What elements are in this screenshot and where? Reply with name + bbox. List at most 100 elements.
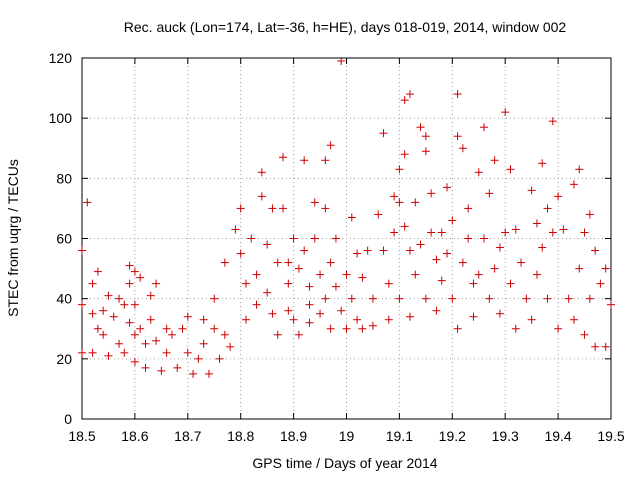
data-point (517, 258, 526, 267)
data-point (289, 315, 298, 324)
data-point (125, 261, 134, 270)
data-point (284, 258, 293, 267)
data-point (189, 369, 198, 378)
data-point (485, 189, 494, 198)
grid-lines (82, 58, 611, 419)
data-point (448, 216, 457, 225)
data-point (575, 264, 584, 273)
data-point (469, 279, 478, 288)
data-point (300, 246, 309, 255)
data-point (152, 336, 161, 345)
data-point (395, 294, 404, 303)
data-point (241, 315, 250, 324)
data-point (395, 198, 404, 207)
data-point (115, 294, 124, 303)
data-point (591, 246, 600, 255)
data-point (506, 279, 515, 288)
data-point (130, 357, 139, 366)
data-point (263, 288, 272, 297)
data-point (443, 183, 452, 192)
data-point (543, 294, 552, 303)
data-point (252, 300, 261, 309)
data-point (564, 294, 573, 303)
data-point (78, 300, 86, 309)
data-point (453, 324, 462, 333)
data-point (305, 318, 314, 327)
data-point (485, 294, 494, 303)
data-point (342, 324, 351, 333)
data-point (453, 132, 462, 141)
data-point (384, 279, 393, 288)
data-point (379, 129, 388, 138)
data-point (532, 270, 541, 279)
data-point (464, 234, 473, 243)
data-point (363, 246, 372, 255)
data-point (279, 153, 288, 162)
data-point (136, 324, 145, 333)
data-point (284, 279, 293, 288)
data-point (167, 330, 176, 339)
y-tick-label: 120 (49, 50, 73, 66)
data-point (326, 141, 335, 150)
data-point (416, 240, 425, 249)
data-points (78, 57, 615, 378)
data-point (427, 228, 436, 237)
data-point (120, 348, 129, 357)
data-point (405, 246, 414, 255)
data-point (400, 150, 409, 159)
data-point (88, 348, 97, 357)
data-point (495, 309, 504, 318)
y-axis-label: STEC from uqrg / TECUs (5, 159, 21, 317)
data-point (83, 198, 92, 207)
data-point (210, 294, 219, 303)
data-point (120, 300, 129, 309)
chart-title: Rec. auck (Lon=174, Lat=-36, h=HE), days… (124, 19, 567, 35)
data-point (384, 315, 393, 324)
y-axis-ticks: 0 20 40 60 80 100 120 (49, 50, 611, 427)
data-point (580, 228, 589, 237)
data-point (294, 264, 303, 273)
data-point (532, 219, 541, 228)
data-point (448, 294, 457, 303)
data-point (501, 108, 510, 117)
data-point (157, 366, 166, 375)
y-tick-label: 40 (56, 291, 72, 307)
data-point (115, 339, 124, 348)
data-point (146, 315, 155, 324)
data-point (480, 123, 489, 132)
data-point (204, 369, 213, 378)
data-point (289, 234, 298, 243)
data-point (220, 330, 229, 339)
data-point (284, 306, 293, 315)
data-point (358, 324, 367, 333)
data-point (268, 204, 277, 213)
data-point (257, 192, 266, 201)
x-tick-label: 18.6 (121, 428, 148, 444)
data-point (395, 165, 404, 174)
data-point (390, 192, 399, 201)
data-point (183, 312, 192, 321)
data-point (210, 324, 219, 333)
data-point (178, 324, 187, 333)
data-point (130, 300, 139, 309)
data-point (607, 300, 615, 309)
data-point (104, 291, 113, 300)
x-axis-label: GPS time / Days of year 2014 (252, 455, 437, 471)
data-point (125, 318, 134, 327)
data-point (585, 210, 594, 219)
data-point (183, 348, 192, 357)
data-point (236, 204, 245, 213)
data-point (241, 279, 250, 288)
data-point (326, 258, 335, 267)
data-point (405, 312, 414, 321)
data-point (99, 330, 108, 339)
data-point (99, 306, 108, 315)
data-point (273, 330, 282, 339)
data-point (368, 294, 377, 303)
data-point (490, 156, 499, 165)
data-point (130, 267, 139, 276)
data-point (601, 264, 610, 273)
data-point (316, 270, 325, 279)
data-point (78, 246, 86, 255)
